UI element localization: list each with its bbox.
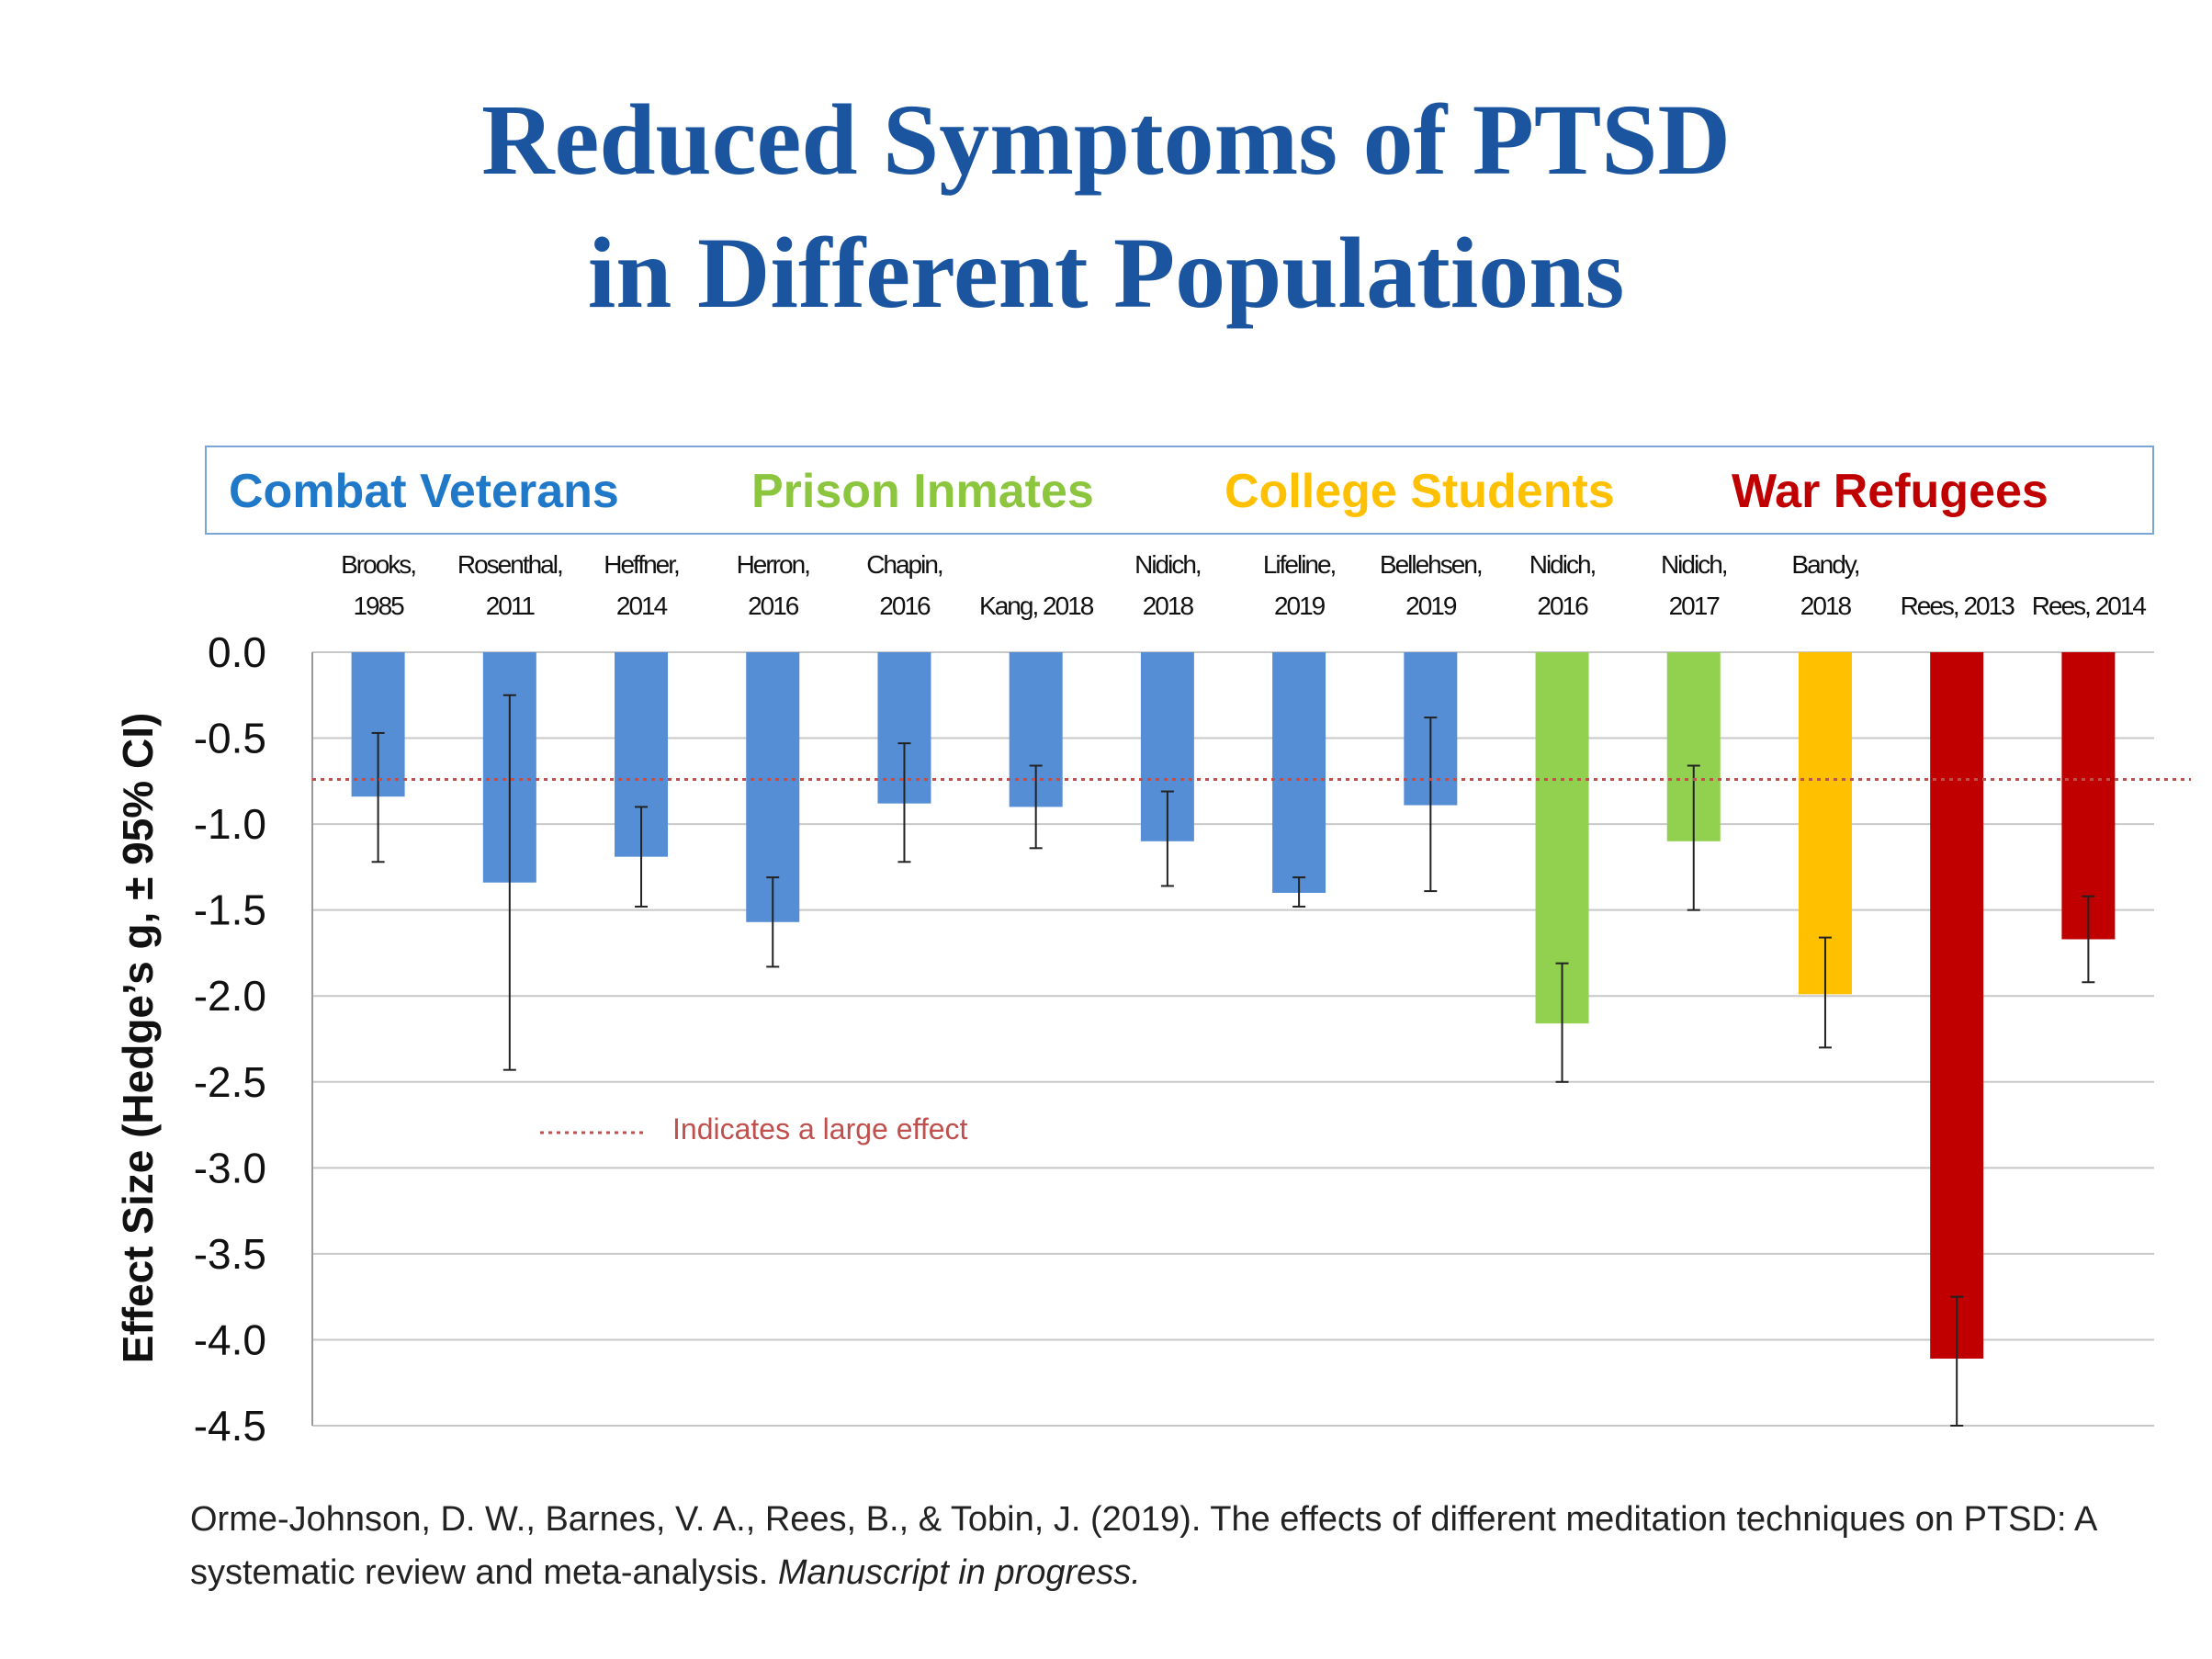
citation: Orme-Johnson, D. W., Barnes, V. A., Rees… <box>190 1493 2174 1599</box>
y-tick-label: -4.5 <box>194 1402 266 1450</box>
citation-italic: Manuscript in progress. <box>777 1553 1141 1592</box>
chart-title: Reduced Symptoms of PTSD in Different Po… <box>0 73 2212 340</box>
study-label: Brooks, 1985 <box>341 550 417 620</box>
citation-text: Orme-Johnson, D. W., Barnes, V. A., Rees… <box>190 1500 2096 1592</box>
y-tick-label: -3.0 <box>194 1144 266 1191</box>
y-tick-label: -2.0 <box>194 972 266 1020</box>
study-label: Bellehsen, 2019 <box>1379 550 1484 620</box>
legend-college-students: College Students <box>1224 465 1615 518</box>
y-tick-label: -4.0 <box>194 1315 266 1363</box>
y-tick-label: -3.5 <box>194 1230 266 1278</box>
legend-combat-veterans: Combat Veterans <box>229 465 619 518</box>
y-tick-label: -0.5 <box>194 715 266 762</box>
title-line-2: in Different Populations <box>587 217 1625 329</box>
y-tick-label: -1.0 <box>194 800 266 848</box>
large-effect-note: Indicates a large effect <box>672 1112 968 1146</box>
study-label: Rosenthal, 2011 <box>457 550 564 620</box>
y-tick-label: 0.0 <box>208 628 266 676</box>
study-label: Rees, 2013 <box>1900 592 2015 620</box>
study-label: Kang, 2018 <box>979 592 1094 620</box>
study-label: Bandy, 2018 <box>1791 550 1860 620</box>
study-label: Nidich, 2018 <box>1134 550 1202 620</box>
legend-prison-inmates: Prison Inmates <box>751 465 1094 518</box>
study-label: Nidich, 2016 <box>1529 550 1597 620</box>
y-tick-label: -2.5 <box>194 1058 266 1106</box>
y-axis-label: Effect Size (Hedge’s g, ± 95% CI) <box>114 712 162 1364</box>
title-line-1: Reduced Symptoms of PTSD <box>481 84 1731 196</box>
bar <box>2061 652 2116 940</box>
study-label: Chapin, 2016 <box>866 550 944 620</box>
bar <box>1930 652 1984 1360</box>
study-label: Nidich, 2017 <box>1660 550 1729 620</box>
y-tick-label: -1.5 <box>194 886 266 934</box>
legend-war-refugees: War Refugees <box>1732 465 2048 518</box>
study-label: Heffner, 2014 <box>604 550 681 620</box>
study-label: Herron, 2016 <box>736 550 811 620</box>
study-label: Lifeline, 2019 <box>1262 550 1337 620</box>
study-label: Rees, 2014 <box>2031 592 2147 620</box>
bar <box>1272 652 1326 893</box>
population-legend: Combat Veterans Prison Inmates College S… <box>205 446 2154 535</box>
bar <box>1535 652 1589 1024</box>
